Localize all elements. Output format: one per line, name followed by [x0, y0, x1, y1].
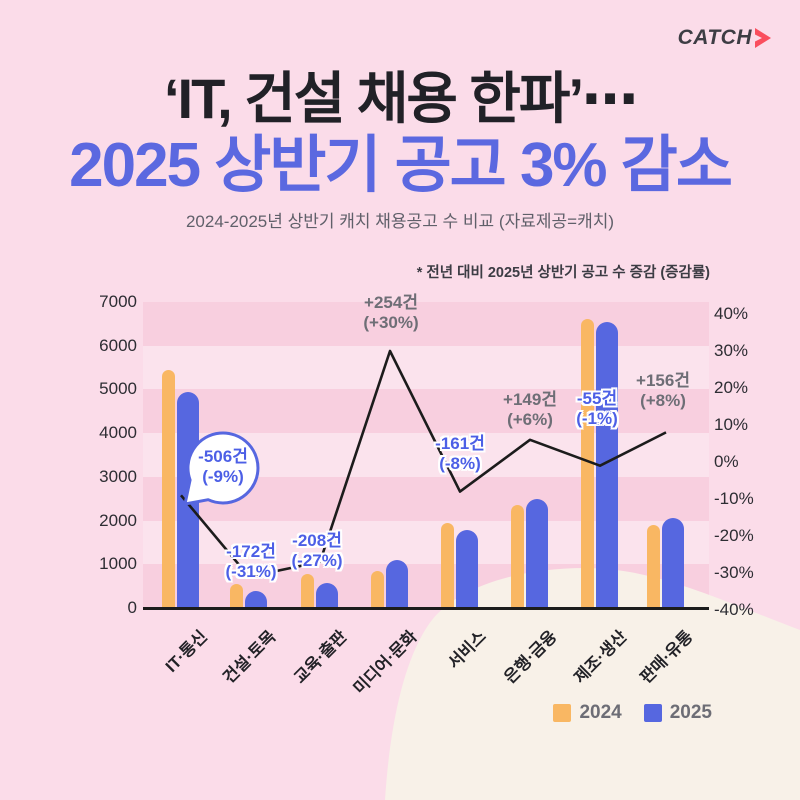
point-label-2: -208건 (-27%): [291, 531, 343, 570]
point-label-0: -506건 (-9%): [198, 447, 248, 486]
legend-item-2025: 2025: [643, 702, 712, 724]
point-label-4: -161건 (-8%): [435, 434, 485, 473]
bar-2024-2: [301, 574, 314, 608]
bar-2025-1: [245, 591, 267, 608]
legend-item-2024: 2024: [553, 702, 622, 724]
left-axis-tick: 6000: [99, 335, 137, 355]
left-axis-tick: 3000: [99, 466, 137, 486]
left-axis-tick: 7000: [99, 292, 137, 311]
left-axis-tick: 0: [127, 598, 137, 617]
catch-arrow-icon: [755, 28, 771, 48]
chart-footnote: * 전년 대비 2025년 상반기 공고 수 증감 (증감률): [416, 265, 710, 281]
legend-label-2024: 2024: [579, 702, 622, 723]
chart-subtitle: 2024-2025년 상반기 캐치 채용공고 수 비교 (자료제공=캐치): [185, 212, 615, 231]
right-axis-tick: 10%: [714, 415, 749, 434]
legend-swatch-2025: [643, 704, 662, 722]
legend-swatch-2024: [553, 704, 572, 722]
bar-2024-0: [162, 369, 175, 608]
title-line1: ‘IT, 건설 채용 한파’⋯: [163, 67, 638, 130]
left-axis-tick: 4000: [99, 423, 137, 443]
right-axis-tick: -10%: [714, 489, 754, 508]
bar-2025-2: [316, 583, 338, 608]
left-axis-tick: 1000: [99, 554, 137, 574]
chart-legend: 2024 2025: [553, 702, 712, 724]
right-axis-tick: -20%: [714, 526, 754, 545]
catch-logo: CATCH: [678, 26, 772, 50]
point-label-7: +156건 (+8%): [636, 371, 690, 410]
right-axis-tick: 20%: [714, 378, 749, 397]
legend-label-2025: 2025: [669, 702, 712, 723]
left-axis-tick: 5000: [99, 379, 137, 399]
point-label-1: -172건 (-31%): [225, 542, 277, 581]
bar-2024-3: [371, 570, 384, 608]
right-axis-tick: 30%: [714, 341, 749, 360]
point-label-3: +254건 (+30%): [363, 293, 419, 332]
right-axis-tick: 0%: [714, 452, 739, 471]
right-axis-tick: 40%: [714, 304, 749, 323]
point-label-5: +149건 (+6%): [503, 390, 557, 429]
catch-logo-text: CATCH: [677, 26, 752, 49]
bar-2024-1: [230, 583, 243, 608]
point-label-6: -55건 (-1%): [576, 389, 618, 428]
left-axis-tick: 2000: [99, 510, 137, 530]
title-line2: 2025 상반기 공고 3% 감소: [69, 131, 733, 200]
